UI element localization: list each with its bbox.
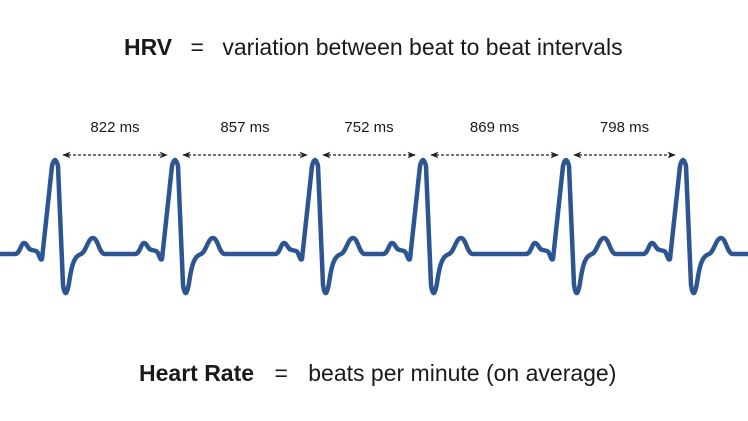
title-term: HRV [124,34,173,60]
title-definition: variation between beat to beat intervals [222,34,623,60]
ecg-trace [0,157,748,296]
footer: Heart Rate = beats per minute (on averag… [139,360,616,387]
interval-label: 822 ms [90,119,140,136]
interval-label: 869 ms [469,119,520,136]
interval-label: 798 ms [599,119,650,136]
interval-label: 752 ms [344,119,394,136]
footer-equals: = [274,360,288,386]
interval-label: 857 ms [220,119,270,136]
footer-definition: beats per minute (on average) [308,360,617,386]
footer-term: Heart Rate [139,360,255,386]
title: HRV = variation between beat to beat int… [124,34,623,61]
title-equals: = [190,34,204,60]
